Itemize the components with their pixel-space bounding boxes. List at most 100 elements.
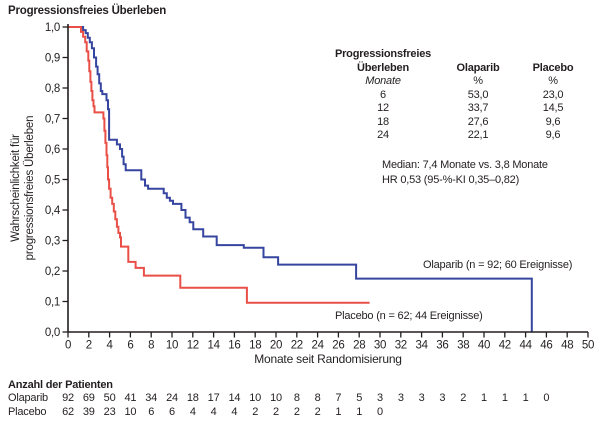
y-tick-label: 1,0 — [45, 22, 60, 34]
olaparib-curve-label: Olaparib (n = 92; 60 Ereignisse) — [423, 259, 573, 271]
figure-title: Progressionsfreies Überleben — [8, 5, 167, 17]
risk-count-olaparib: 10 — [270, 392, 282, 404]
x-tick-label: 18 — [249, 340, 261, 352]
risk-count-placebo: 6 — [169, 406, 175, 418]
median-hr-annotation: Median: 7,4 Monate vs. 3,8 Monate HR 0,5… — [382, 158, 548, 187]
stats-placebo-value: 14,5 — [542, 102, 564, 114]
x-tick-label: 14 — [207, 340, 220, 352]
risk-count-olaparib: 7 — [335, 392, 342, 404]
stats-subheader-monate: Monate — [365, 75, 401, 87]
risk-count-placebo: 1 — [335, 406, 342, 418]
y-tick-label: 0,5 — [45, 175, 60, 187]
risk-count-placebo: 10 — [124, 406, 137, 418]
y-axis-label-line1: Wahrscheinlichkeit für — [10, 134, 22, 242]
stats-subheader-placebo-pct: % — [548, 75, 558, 87]
y-tick-label: 0,6 — [45, 144, 60, 156]
risk-count-olaparib: 5 — [356, 392, 363, 404]
x-tick-label: 44 — [519, 340, 532, 352]
placebo-curve-label: Placebo (n = 62; 44 Ereignisse) — [335, 310, 483, 322]
x-tick-label: 12 — [187, 340, 199, 352]
stats-olaparib-value: 27,6 — [467, 115, 489, 128]
stats-placebo-value: 9,6 — [545, 129, 561, 141]
risk-count-placebo: 2 — [314, 406, 321, 418]
risk-count-olaparib: 18 — [186, 392, 199, 404]
risk-count-olaparib: 34 — [145, 392, 158, 404]
y-tick-label: 0,2 — [45, 266, 60, 278]
km-curve-olaparib — [68, 26, 533, 332]
x-tick-label: 8 — [148, 340, 154, 352]
x-tick-label: 50 — [582, 340, 594, 352]
x-tick-label: 0 — [65, 340, 71, 352]
stats-month: 24 — [377, 129, 389, 141]
stats-header-outcome: Progressionsfreies Überleben — [334, 48, 432, 74]
x-tick-label: 20 — [270, 340, 282, 352]
risk-count-olaparib: 92 — [62, 392, 74, 404]
x-tick-label: 6 — [127, 340, 133, 352]
x-tick-label: 36 — [436, 340, 448, 352]
stats-placebo-value: 23,0 — [542, 88, 564, 101]
risk-count-olaparib: 69 — [82, 392, 95, 404]
risk-count-placebo: 2 — [252, 406, 259, 418]
km-curve-placebo — [68, 26, 370, 304]
risk-count-olaparib: 3 — [377, 392, 383, 404]
risk-count-olaparib: 10 — [249, 392, 262, 404]
risk-count-olaparib: 1 — [522, 392, 529, 404]
y-tick-label: 0,4 — [45, 205, 61, 217]
risk-count-placebo: 39 — [82, 406, 95, 418]
risk-count-olaparib: 1 — [501, 392, 508, 404]
risk-row-label-olaparib: Olaparib — [8, 392, 48, 404]
stats-olaparib-value: 22,1 — [467, 129, 489, 141]
stats-placebo-value: 9,6 — [545, 115, 561, 128]
y-axis-label-line2: progressionsfreies Überleben — [24, 115, 36, 261]
stats-olaparib-value: 53,0 — [467, 88, 489, 101]
risk-count-olaparib: 8 — [293, 392, 300, 404]
x-tick-label: 32 — [395, 340, 407, 352]
risk-count-olaparib: 2 — [460, 392, 467, 404]
x-tick-label: 34 — [415, 340, 428, 352]
stats-month: 6 — [380, 88, 386, 101]
x-tick-label: 4 — [107, 340, 114, 352]
risk-count-olaparib: 1 — [481, 392, 487, 404]
risk-count-placebo: 4 — [210, 406, 217, 418]
risk-count-olaparib: 41 — [124, 392, 137, 404]
risk-count-olaparib: 3 — [439, 392, 446, 404]
stats-olaparib-value: 33,7 — [467, 102, 489, 114]
stats-header-olaparib: Olaparib — [456, 61, 500, 74]
x-tick-label: 16 — [228, 340, 240, 352]
x-tick-label: 38 — [457, 340, 469, 352]
risk-count-olaparib: 3 — [397, 392, 404, 404]
y-tick-label: 0,1 — [45, 297, 60, 309]
risk-count-placebo: 2 — [293, 406, 300, 418]
x-tick-label: 28 — [353, 340, 365, 352]
risk-count-placebo: 6 — [148, 406, 155, 418]
median-text: Median: 7,4 Monate vs. 3,8 Monate — [382, 159, 548, 171]
risk-table-title: Anzahl der Patienten — [8, 379, 113, 391]
risk-count-placebo: 23 — [103, 406, 116, 418]
stats-header-placebo: Placebo — [532, 61, 574, 74]
x-tick-label: 26 — [332, 340, 344, 352]
risk-count-olaparib: 50 — [103, 392, 116, 404]
risk-count-olaparib: 3 — [418, 392, 425, 404]
risk-count-placebo: 4 — [189, 406, 196, 418]
y-tick-label: 0,9 — [45, 53, 60, 65]
stats-month: 12 — [377, 102, 389, 114]
y-tick-label: 0,8 — [45, 83, 60, 95]
y-tick-label: 0,3 — [45, 236, 60, 248]
y-tick-label: 0,7 — [45, 114, 60, 126]
x-tick-label: 30 — [374, 340, 386, 352]
x-tick-label: 40 — [478, 340, 490, 352]
x-tick-label: 48 — [561, 340, 573, 352]
x-tick-label: 46 — [540, 340, 552, 352]
risk-count-olaparib: 24 — [166, 392, 178, 404]
risk-count-olaparib: 8 — [314, 392, 321, 404]
risk-count-olaparib: 14 — [228, 392, 241, 404]
risk-count-olaparib: 0 — [543, 392, 550, 404]
x-tick-label: 10 — [166, 340, 178, 352]
x-tick-label: 24 — [311, 340, 324, 352]
stats-subheader-olaparib-pct: % — [473, 75, 483, 87]
x-axis-label: Monate seit Randomisierung — [254, 352, 402, 366]
x-tick-label: 42 — [499, 340, 511, 352]
survival-stats-table: Progressionsfreies Überleben Olaparib Pl… — [320, 48, 596, 143]
y-tick-label: 0,0 — [45, 327, 60, 339]
